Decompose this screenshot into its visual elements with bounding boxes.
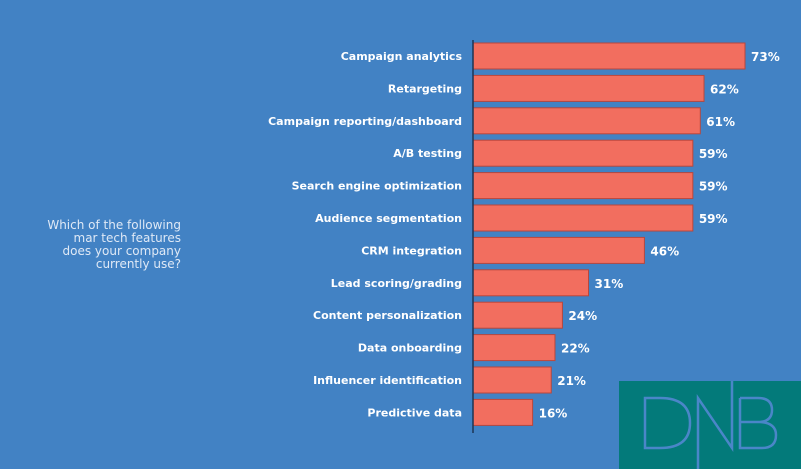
bar [472,236,645,264]
category-label: Retargeting [388,82,462,95]
value-label: 59% [699,147,728,161]
category-label: Campaign analytics [341,50,463,63]
value-label: 59% [699,180,728,194]
question-line: currently use? [95,257,181,271]
value-label: 24% [568,309,597,323]
bar [472,204,694,232]
category-label: A/B testing [393,147,462,160]
category-label: Campaign reporting/dashboard [268,115,462,128]
value-label: 22% [561,342,590,356]
bar [472,139,694,167]
bar [472,172,694,200]
category-label: Search engine optimization [292,180,462,193]
value-label: 61% [706,115,735,129]
bar [472,269,590,297]
value-label: 16% [539,406,568,420]
bar [472,398,534,426]
category-label: Influencer identification [313,374,462,387]
category-label: Lead scoring/grading [331,277,462,290]
value-label: 59% [699,212,728,226]
category-label: Audience segmentation [315,212,462,225]
category-label: Predictive data [367,406,462,419]
value-label: 46% [650,244,679,258]
value-label: 73% [751,50,780,64]
value-label: 21% [557,374,586,388]
category-label: Content personalization [313,309,462,322]
bar [472,334,556,362]
question-line: does your company [62,244,181,258]
question-line: mar tech features [73,231,181,245]
value-label: 62% [710,82,739,96]
bar [472,107,701,135]
question-line: Which of the following [47,218,181,232]
bar [472,74,705,102]
bar [472,42,746,70]
bar [472,301,563,329]
category-label: Data onboarding [358,342,462,355]
category-label: CRM integration [361,244,462,257]
bar [472,366,552,394]
question-text: Which of the following mar tech features… [20,219,181,271]
value-label: 31% [595,277,624,291]
